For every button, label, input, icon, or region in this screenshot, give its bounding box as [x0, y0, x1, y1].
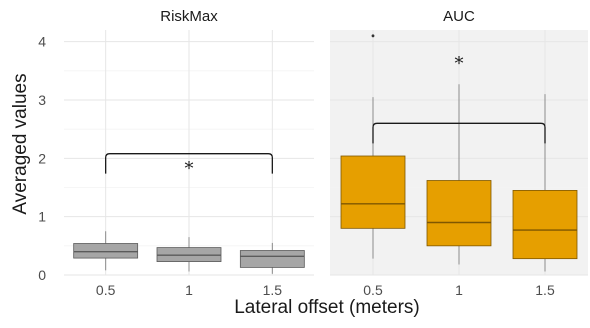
- x-tick-label: 1: [455, 282, 463, 298]
- x-axis-title: Lateral offset (meters): [234, 297, 420, 318]
- panel-strip-label: RiskMax: [160, 8, 218, 25]
- outlier-point: [371, 34, 375, 38]
- significance-label: *: [455, 53, 464, 74]
- box-iqr: [512, 190, 578, 260]
- box-iqr: [426, 180, 492, 247]
- x-tick-label: 0.5: [363, 282, 383, 298]
- y-tick-label: 0: [38, 267, 46, 283]
- x-tick-label: 1: [185, 282, 193, 298]
- box-iqr: [73, 243, 139, 259]
- y-axis-title: Averaged values: [10, 73, 31, 214]
- box-iqr: [340, 155, 406, 229]
- x-tick-label: 1.5: [535, 282, 555, 298]
- y-tick-label: 2: [38, 150, 46, 166]
- x-tick-label: 1.5: [263, 282, 283, 298]
- y-tick-label: 4: [38, 34, 46, 50]
- significance-bracket: [372, 122, 546, 144]
- significance-bracket: [105, 153, 273, 174]
- x-tick-label: 0.5: [96, 282, 116, 298]
- y-tick-label: 3: [38, 92, 46, 108]
- box-iqr: [239, 250, 305, 268]
- y-tick-label: 1: [38, 209, 46, 225]
- panel-strip-label: AUC: [443, 8, 475, 25]
- significance-label: *: [185, 159, 194, 180]
